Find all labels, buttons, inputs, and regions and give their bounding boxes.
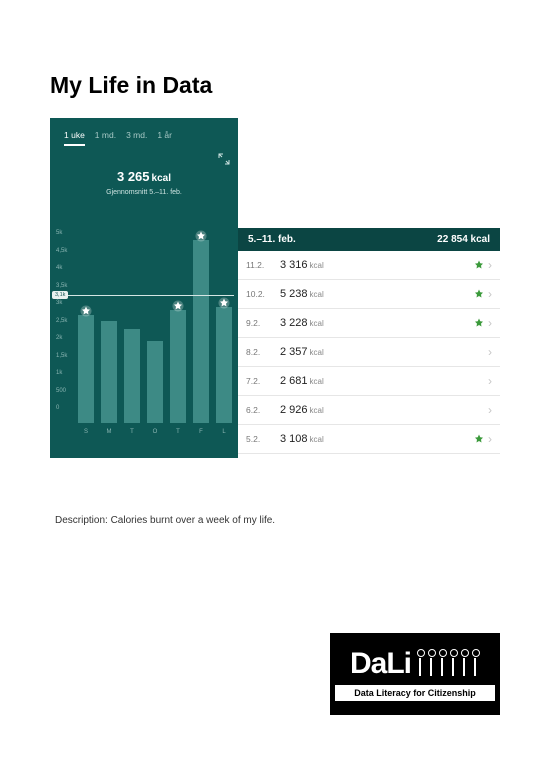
bar-s[interactable]: S [78,315,94,423]
star-icon [172,299,184,311]
star-icon [473,288,485,300]
x-tick-label: L [222,429,225,435]
logo-figure-icon [415,649,425,677]
list-header: 5.–11. feb. 22 854 kcal [238,228,500,251]
bar-o[interactable]: O [147,341,163,423]
dali-logo: DaLi Data Literacy for Citizenship [330,633,500,715]
row-unit: kcal [310,348,324,357]
row-date: 5.2. [246,434,280,444]
x-tick-label: T [130,429,134,435]
row-unit: kcal [310,435,324,444]
bar [170,310,186,423]
star-icon [473,259,485,271]
chevron-right-icon: › [488,374,492,388]
row-date: 9.2. [246,318,280,328]
row-date: 11.2. [246,260,280,270]
row-date: 6.2. [246,405,280,415]
avg-line [54,295,234,296]
row-value: 5 238 [280,288,308,300]
logo-tagline: Data Literacy for Citizenship [335,685,495,701]
star-icon [218,296,230,308]
avg-badge: 3,1k [52,291,68,299]
tab-1uke[interactable]: 1 uke [64,130,85,146]
logo-figure-icon [437,649,447,677]
row-value: 3 108 [280,433,308,445]
description-text: Description: Calories burnt over a week … [55,515,275,526]
list-panel: 5.–11. feb. 22 854 kcal 11.2.3 316kcal›1… [238,228,500,458]
star-icon [473,317,485,329]
bar-f[interactable]: F [193,240,209,423]
headline-subtitle: Gjennomsnitt 5.–11. feb. [50,189,238,196]
row-unit: kcal [310,319,324,328]
logo-wordmark: DaLi [350,647,411,681]
list-row[interactable]: 5.2.3 108kcal › [238,425,500,454]
headline-value: 3 265 [117,169,150,184]
row-value: 3 228 [280,317,308,329]
list-row[interactable]: 9.2.3 228kcal › [238,309,500,338]
chevron-right-icon: › [488,287,492,301]
data-widget: 1 uke1 md.3 md.1 år 3 265kcal Gjennomsni… [50,118,500,458]
x-tick-label: S [84,429,88,435]
headline: 3 265kcal Gjennomsnitt 5.–11. feb. [50,168,238,196]
bar-t[interactable]: T [170,310,186,423]
bar [216,307,232,423]
tab-1r[interactable]: 1 år [157,130,172,146]
chevron-right-icon: › [488,345,492,359]
list-row[interactable]: 8.2.2 357kcal › [238,338,500,367]
row-date: 7.2. [246,376,280,386]
bar [124,329,140,423]
list-row[interactable]: 6.2.2 926kcal › [238,396,500,425]
chevron-right-icon: › [488,258,492,272]
logo-figure-icon [426,649,436,677]
chart-area: 05001k1,5k2k2,5k3k3,5k4k4,5k5k SMTOTFL 3… [50,213,238,441]
tab-1md[interactable]: 1 md. [95,130,116,146]
star-icon [473,433,485,445]
tab-3md[interactable]: 3 md. [126,130,147,146]
bar [147,341,163,423]
logo-figure-icon [470,649,480,677]
list-row[interactable]: 10.2.5 238kcal › [238,280,500,309]
list-header-range: 5.–11. feb. [248,234,296,245]
row-value: 2 681 [280,375,308,387]
row-unit: kcal [310,406,324,415]
row-unit: kcal [310,290,324,299]
bar [78,315,94,423]
bar-m[interactable]: M [101,321,117,423]
range-tabs: 1 uke 1 md. 3 md. 1 år [50,118,238,152]
logo-figures [415,649,480,681]
x-tick-label: F [199,429,203,435]
row-value: 2 357 [280,346,308,358]
chevron-right-icon: › [488,432,492,446]
bar [193,240,209,423]
bar-l[interactable]: L [216,307,232,423]
expand-icon[interactable] [218,152,230,164]
bar [101,321,117,423]
list-row[interactable]: 11.2.3 316kcal › [238,251,500,280]
chevron-right-icon: › [488,403,492,417]
list-header-total: 22 854 kcal [437,234,490,245]
chevron-right-icon: › [488,316,492,330]
bar-t[interactable]: T [124,329,140,423]
row-date: 8.2. [246,347,280,357]
logo-figure-icon [459,649,469,677]
chart-panel: 1 uke 1 md. 3 md. 1 år 3 265kcal Gjennomsni… [50,118,238,458]
row-value: 3 316 [280,259,308,271]
logo-figure-icon [448,649,458,677]
row-unit: kcal [310,377,324,386]
page-title: My Life in Data [50,72,212,99]
row-unit: kcal [310,261,324,270]
x-tick-label: O [153,429,158,435]
row-date: 10.2. [246,289,280,299]
list-row[interactable]: 7.2.2 681kcal › [238,367,500,396]
x-tick-label: M [107,429,112,435]
headline-unit: kcal [152,173,171,184]
star-icon [80,304,92,316]
star-icon [195,229,207,241]
row-value: 2 926 [280,404,308,416]
x-tick-label: T [176,429,180,435]
